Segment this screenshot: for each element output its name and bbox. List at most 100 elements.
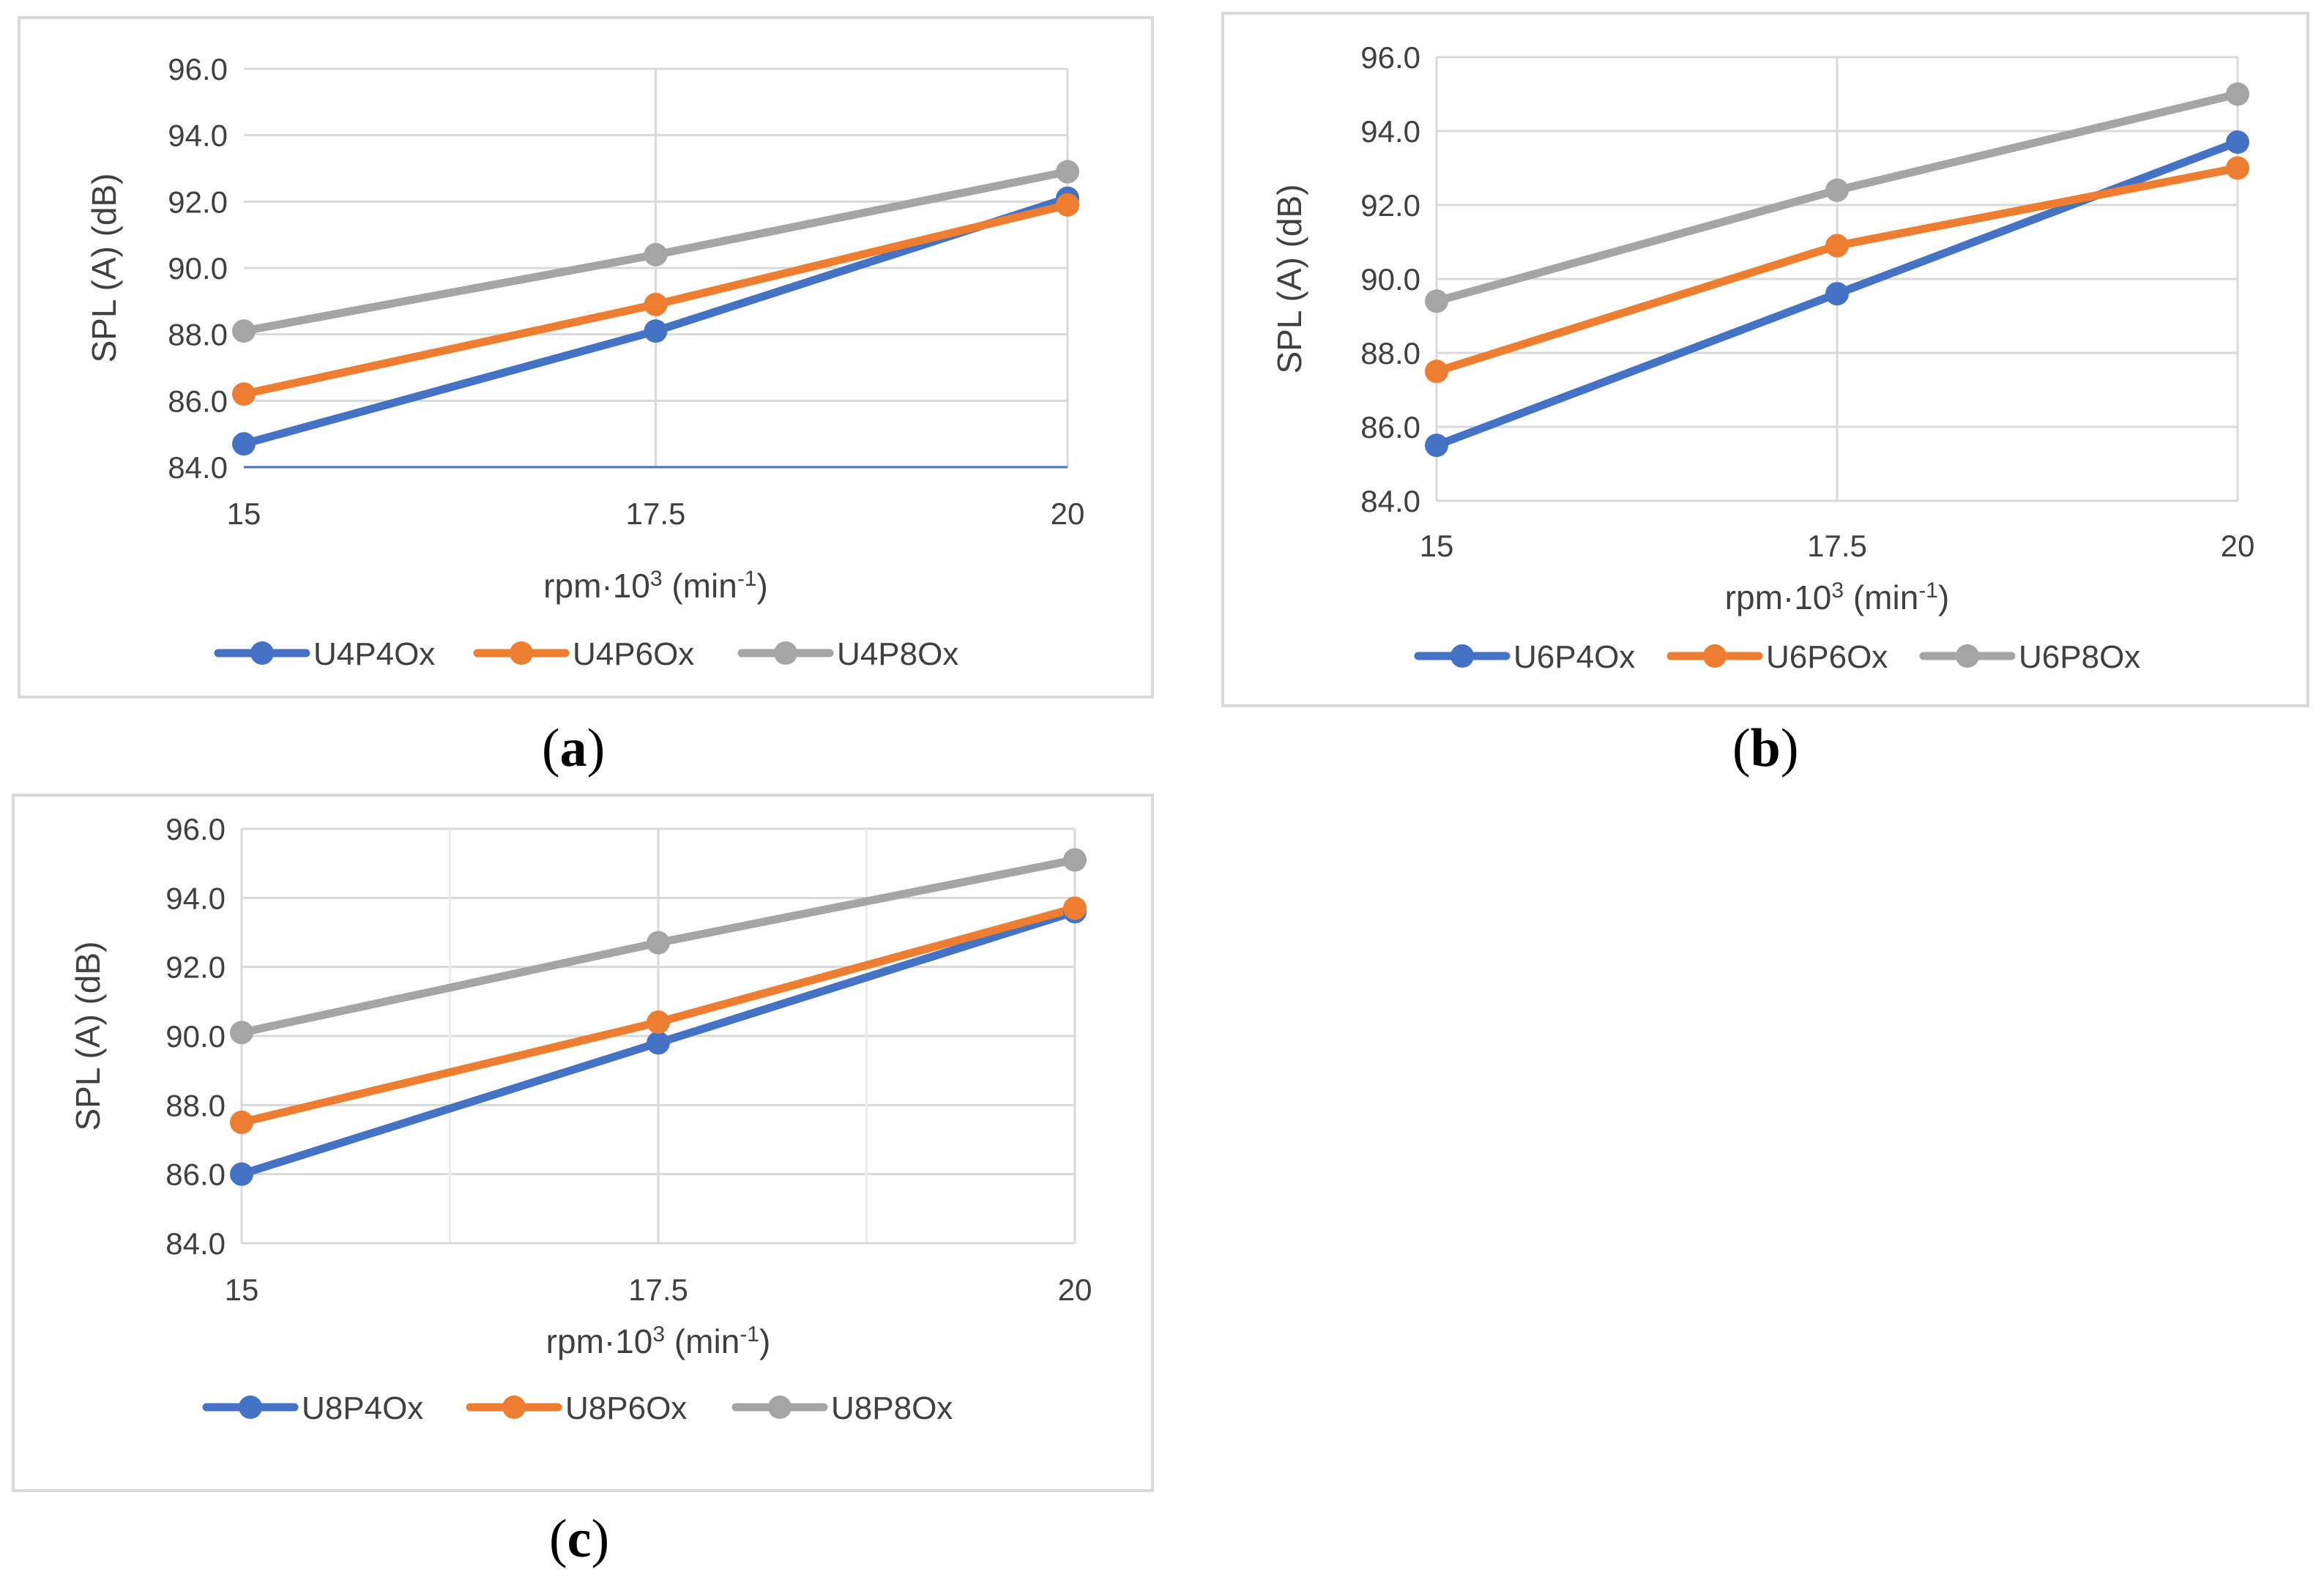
data-point-u6p4ox (1425, 433, 1448, 458)
chart-panel-b: 84.0 86.0 88.0 90.0 92.0 94.0 96.0 15 17.5 20 rpm·… (1221, 12, 2309, 707)
data-point-u8p6ox (647, 1010, 670, 1035)
data-point-u8p6ox (230, 1110, 253, 1134)
data-point-u4p6ox (1056, 193, 1079, 217)
legend-swatch-marker (1450, 644, 1474, 668)
data-point-u4p8ox (1056, 160, 1079, 184)
y-tick-label: 96.0 (165, 812, 226, 846)
x-tick-label: 17.5 (1807, 529, 1867, 563)
caption-b-letter: b (1750, 718, 1781, 778)
legend-label-u6p8ox: U6P8Ox (2019, 639, 2140, 675)
caption-c-letter: c (567, 1509, 592, 1569)
data-point-u4p4ox (644, 319, 668, 343)
x-axis-title-xlabel-unit-exp: -1 (740, 1322, 759, 1346)
x-axis-title-xlabel-exp: 3 (1831, 578, 1844, 603)
y-tick-label: 92.0 (168, 185, 228, 219)
caption-a-letter: a (559, 718, 587, 778)
data-point-u6p8ox (1425, 289, 1448, 313)
legend-swatch-marker (768, 1395, 792, 1419)
x-axis-title: rpm·103 (min-1) (546, 1322, 771, 1361)
legend-swatch-marker (250, 641, 274, 665)
data-point-u4p4ox (232, 432, 256, 456)
chart-c-svg: 84.0 86.0 88.0 90.0 92.0 94.0 96.0 15 17.5 20 rpm·… (69, 812, 1092, 1426)
y-tick-label: 94.0 (1360, 114, 1420, 149)
x-axis-title-xlabel-exp: 3 (652, 1322, 665, 1346)
legend-label-u8p6ox: U8P6Ox (565, 1390, 687, 1426)
x-axis-title: rpm·103 (min-1) (543, 567, 768, 605)
y-tick-label: 90.0 (168, 251, 228, 286)
y-tick-label: 86.0 (165, 1158, 226, 1192)
x-axis-title-xlabel-exp: 3 (650, 567, 663, 591)
y-tick-label: 84.0 (165, 1226, 226, 1261)
x-axis-title-xlabel: rpm·10 (546, 1322, 653, 1360)
legend-label-u4p4ox: U4P4Ox (313, 636, 435, 672)
data-point-u8p4ox (647, 1031, 670, 1055)
caption-a: (a) (542, 718, 606, 778)
y-tick-label: 92.0 (165, 950, 226, 985)
data-point-u8p8ox (230, 1021, 253, 1045)
legend-label-u6p6ox: U6P6Ox (1766, 639, 1888, 675)
data-point-u6p4ox (1825, 282, 1849, 306)
y-tick-label: 86.0 (168, 384, 228, 418)
y-tick-label: 92.0 (1360, 188, 1420, 223)
y-tick-label: 88.0 (1360, 336, 1420, 370)
chart-panel-c: 84.0 86.0 88.0 90.0 92.0 94.0 96.0 15 17.5 20 rpm·… (12, 794, 1154, 1492)
x-tick-label: 17.5 (628, 1272, 688, 1307)
data-point-u4p6ox (232, 382, 256, 406)
x-axis-title-xlabel-close: ) (759, 1322, 770, 1360)
legend-label-u8p4ox: U8P4Ox (302, 1390, 423, 1426)
x-axis-title-xlabel-close: ) (757, 567, 768, 605)
y-tick-label: 84.0 (168, 450, 228, 485)
x-axis-title-xlabel: rpm·10 (1725, 578, 1832, 616)
x-axis-title-xlabel: rpm·10 (543, 567, 650, 605)
caption-b: (b) (1732, 718, 1799, 778)
legend-label-u4p6ox: U4P6Ox (573, 636, 694, 672)
legend-label-u8p8ox: U8P8Ox (831, 1390, 953, 1426)
x-axis-title-xlabel-close: ) (1938, 578, 1949, 616)
data-point-u8p8ox (647, 931, 670, 955)
x-axis-title-xlabel-unit: (min (663, 567, 737, 605)
y-tick-label: 96.0 (1360, 40, 1420, 75)
data-point-u6p6ox (1425, 359, 1448, 384)
data-point-u6p6ox (2226, 156, 2249, 180)
x-tick-label: 17.5 (626, 496, 686, 531)
y-tick-label: 86.0 (1360, 410, 1420, 444)
data-point-u8p6ox (1063, 896, 1087, 920)
x-axis-title-xlabel-unit: (min (1844, 578, 1918, 616)
x-axis-title-xlabel-unit: (min (665, 1322, 740, 1360)
data-point-u6p4ox (2226, 130, 2249, 154)
x-tick-label: 20 (2221, 529, 2255, 563)
x-tick-label: 20 (1051, 496, 1085, 531)
data-point-u4p6ox (644, 292, 668, 316)
data-point-u6p8ox (1825, 178, 1849, 202)
y-tick-label: 90.0 (1360, 262, 1420, 297)
x-tick-label: 15 (227, 496, 261, 531)
y-tick-label: 96.0 (168, 52, 228, 86)
data-point-u6p6ox (1825, 234, 1849, 258)
data-point-u8p8ox (1063, 848, 1087, 872)
legend-label-u4p8ox: U4P8Ox (837, 636, 958, 672)
y-axis-title: SPL (A) (dB) (85, 173, 123, 362)
y-tick-label: 88.0 (165, 1088, 226, 1122)
y-tick-label: 94.0 (165, 881, 226, 915)
data-point-u4p8ox (644, 242, 668, 267)
data-point-u4p8ox (232, 319, 256, 343)
legend-swatch-marker (239, 1395, 262, 1419)
data-point-u8p4ox (230, 1162, 253, 1186)
legend-swatch-marker (774, 641, 797, 665)
x-axis-title: rpm·103 (min-1) (1725, 578, 1950, 617)
data-point-u6p8ox (2226, 82, 2249, 106)
y-tick-label: 90.0 (165, 1019, 226, 1054)
y-axis-title: SPL (A) (dB) (1270, 184, 1308, 373)
legend-label-u6p4ox: U6P4Ox (1513, 639, 1635, 675)
x-tick-label: 15 (225, 1272, 259, 1307)
legend-swatch-marker (510, 641, 533, 665)
legend-swatch-marker (1703, 644, 1727, 668)
x-tick-label: 15 (1420, 529, 1454, 563)
x-tick-label: 20 (1058, 1272, 1092, 1307)
chart-b-svg: 84.0 86.0 88.0 90.0 92.0 94.0 96.0 15 17.5 20 rpm·… (1270, 40, 2255, 675)
x-axis-title-xlabel-unit-exp: -1 (737, 567, 757, 591)
y-axis-title: SPL (A) (dB) (69, 941, 107, 1130)
y-tick-label: 94.0 (168, 119, 228, 153)
y-tick-label: 84.0 (1360, 484, 1420, 518)
y-tick-label: 88.0 (168, 318, 228, 352)
